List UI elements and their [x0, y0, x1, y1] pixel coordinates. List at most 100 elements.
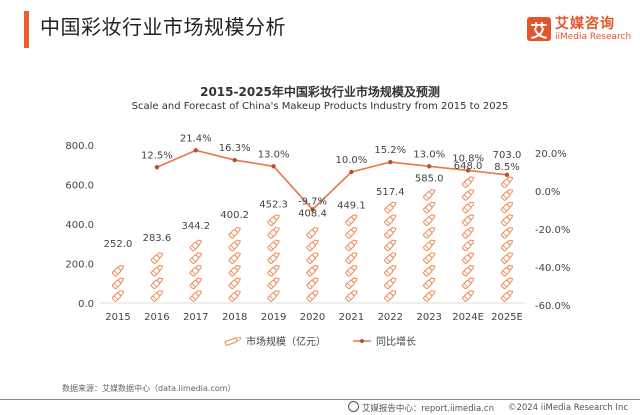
y-left-tick-label: 200.0 — [65, 260, 94, 271]
lipstick-icon — [422, 275, 437, 290]
y-right-tick-label: -20.0% — [535, 225, 570, 236]
legend-label-market-size: 市场规模（亿元） — [246, 337, 326, 348]
lipstick-legend-icon — [224, 336, 242, 346]
x-tick-label: 2017 — [183, 312, 208, 323]
growth-point — [388, 159, 393, 165]
lipstick-icon — [383, 237, 398, 252]
bar-2020 — [305, 222, 320, 303]
growth-point — [193, 148, 198, 153]
lipstick-icon — [422, 225, 437, 240]
lipstick-icon — [111, 288, 126, 303]
lipstick-icon — [189, 263, 204, 277]
lipstick-icon — [383, 225, 398, 240]
growth-point — [154, 165, 160, 170]
lipstick-icon — [500, 250, 515, 265]
lipstick-icon — [228, 250, 242, 265]
lipstick-icon — [344, 250, 359, 265]
lipstick-icon — [305, 250, 320, 265]
report-center-link[interactable]: 艾媒报告中心：report.iimedia.cn — [361, 404, 494, 414]
chart-title: 2015-2025年中国彩妆行业市场规模及预测 — [200, 85, 440, 99]
lipstick-icon — [461, 288, 476, 303]
lipstick-icon — [267, 288, 281, 303]
lipstick-icon — [305, 288, 320, 303]
growth-point — [504, 172, 510, 178]
footer-divider — [0, 399, 640, 400]
growth-point — [465, 168, 471, 173]
lipstick-icon — [500, 199, 515, 214]
lipstick-icon — [500, 225, 515, 240]
y-left-tick-label: 600.0 — [65, 181, 94, 192]
x-tick-label: 2015 — [105, 312, 130, 323]
brand-logo[interactable]: 艾 艾媒咨询 iiMedia Research — [527, 12, 631, 46]
x-tick-label: 2022 — [378, 312, 403, 323]
lipstick-icon — [111, 263, 126, 277]
lipstick-icon — [150, 263, 165, 277]
lipstick-icon — [461, 187, 476, 202]
lipstick-icon — [500, 237, 515, 252]
lipstick-icon — [344, 275, 359, 290]
lipstick-icon — [461, 263, 476, 277]
lipstick-icon — [305, 263, 320, 277]
lipstick-icon — [422, 288, 437, 303]
lipstick-icon — [344, 225, 359, 240]
growth-value-label: 13.0% — [413, 149, 445, 160]
footer-report-center[interactable]: 艾媒报告中心：report.iimedia.cn — [347, 401, 494, 414]
y-left-tick-label: 0.0 — [78, 299, 94, 310]
x-tick-label: 2018 — [222, 312, 247, 323]
growth-point — [310, 207, 315, 212]
lipstick-icon — [228, 263, 242, 277]
lipstick-icon — [189, 288, 204, 303]
lipstick-icon — [461, 237, 476, 252]
growth-value-label: 10.0% — [336, 155, 368, 166]
bar-2016 — [150, 246, 165, 303]
legend-item-market-size[interactable]: 市场规模（亿元） — [224, 333, 326, 348]
lipstick-icon — [461, 212, 476, 227]
growth-value-label: 8.5% — [494, 162, 519, 173]
y-right-tick-label: 0.0% — [535, 187, 560, 198]
lipstick-icon — [383, 288, 398, 303]
x-tick-label: 2020 — [300, 312, 325, 323]
lipstick-icon — [461, 199, 476, 214]
bar-value-label: 449.1 — [337, 200, 366, 211]
lipstick-icon — [228, 237, 242, 252]
bar-value-label: 408.4 — [298, 208, 327, 219]
growth-value-label: 16.3% — [219, 143, 251, 154]
bar-value-label: 585.0 — [415, 173, 444, 184]
growth-point — [427, 164, 432, 169]
report-center-icon — [347, 401, 359, 412]
lipstick-icon — [422, 250, 437, 265]
lipstick-icon — [150, 275, 165, 290]
legend-item-yoy-growth[interactable]: 同比增长 — [352, 333, 416, 348]
lipstick-icon — [461, 225, 476, 240]
bar-2025E — [500, 164, 515, 303]
lipstick-icon — [189, 275, 204, 290]
growth-value-label: 21.4% — [180, 133, 212, 144]
lipstick-icon — [189, 250, 204, 265]
lipstick-icon — [228, 275, 242, 290]
lipstick-icon — [344, 212, 359, 227]
x-tick-label: 2023 — [416, 312, 441, 323]
lipstick-icon — [150, 250, 165, 265]
growth-value-label: 15.2% — [374, 145, 406, 156]
x-tick-label: 2025E — [491, 312, 523, 323]
growth-line — [156, 149, 508, 211]
lipstick-icon — [344, 288, 359, 303]
bar-value-label: 517.4 — [376, 187, 405, 198]
lipstick-icon — [461, 275, 476, 290]
lipstick-icon — [111, 275, 126, 290]
lipstick-icon — [305, 237, 320, 252]
data-source: 数据来源：艾媒数据中心（data.iimedia.com） — [62, 384, 236, 393]
bar-value-label: 648.0 — [454, 161, 483, 172]
bar-2021 — [344, 212, 359, 303]
lipstick-icon — [267, 225, 281, 240]
lipstick-icon — [500, 288, 515, 303]
lipstick-icon — [500, 275, 515, 290]
lipstick-icon — [228, 288, 242, 303]
title-accent-bar — [24, 11, 29, 48]
bar-2018 — [228, 223, 242, 303]
y-left-tick-label: 400.0 — [65, 220, 94, 231]
bar-value-label: 344.2 — [181, 221, 210, 232]
bar-2023 — [422, 187, 437, 303]
legend-label-yoy-growth: 同比增长 — [376, 337, 416, 348]
lipstick-icon — [267, 212, 281, 227]
